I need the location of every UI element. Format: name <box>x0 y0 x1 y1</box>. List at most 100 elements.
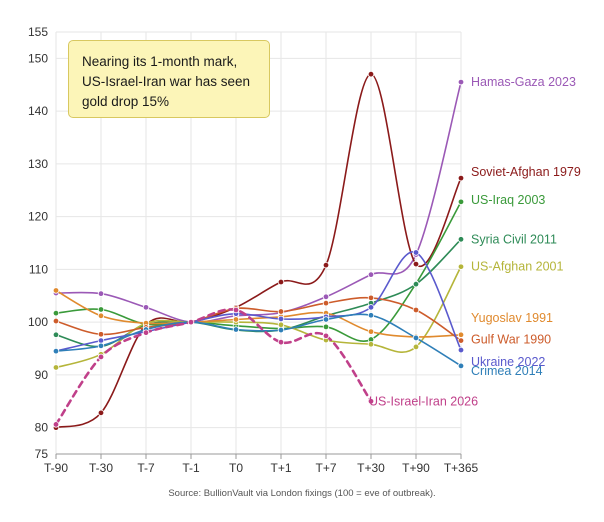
y-tick-label: 110 <box>29 262 48 276</box>
data-point <box>412 249 420 256</box>
series-us-iraq-2003 <box>52 198 465 343</box>
annotation-line-1: Nearing its 1-month mark, <box>82 54 238 69</box>
data-point <box>277 315 285 323</box>
data-point <box>367 341 375 348</box>
data-point <box>277 338 285 346</box>
data-point <box>367 271 375 278</box>
data-point <box>97 290 105 297</box>
data-point <box>457 331 465 338</box>
data-point <box>97 353 105 361</box>
series-label-gulf-war-1990: Gulf War 1990 <box>471 333 551 347</box>
x-tick-label: T+1 <box>270 461 291 475</box>
data-point <box>232 326 240 333</box>
data-point <box>367 304 375 311</box>
series-us-afghan-2001 <box>52 263 465 371</box>
x-tick-label: T-1 <box>182 461 200 475</box>
data-point <box>52 309 60 317</box>
series-label-us-iraq-2003: US-Iraq 2003 <box>471 193 545 207</box>
data-point <box>142 329 150 336</box>
data-point <box>277 326 285 334</box>
series-label-syria-civil-2011: Syria Civil 2011 <box>471 232 557 246</box>
annotation-line-2: US-Israel-Iran war has seen <box>82 74 251 89</box>
data-point <box>457 346 465 354</box>
data-point <box>187 318 195 326</box>
data-point <box>232 306 240 314</box>
x-tick-label: T+365 <box>444 461 479 475</box>
data-point <box>457 78 465 86</box>
data-point <box>457 263 465 270</box>
chart-series-labels: Hamas-Gaza 2023 Soviet-Afghan 1979 US-Iraq… <box>369 75 581 408</box>
data-point <box>97 306 105 313</box>
y-tick-label: 75 <box>35 447 49 461</box>
data-point <box>457 174 465 182</box>
data-point <box>52 364 60 371</box>
data-point <box>277 321 285 328</box>
chart-axes: 75 80 90 100 110 120 130 140 150 155 T-90 T-30 T-7 T-… <box>28 25 479 475</box>
x-tick-label: T0 <box>229 461 243 475</box>
data-point <box>322 293 330 301</box>
data-point <box>52 347 60 355</box>
data-point <box>97 312 105 319</box>
data-point <box>322 299 330 307</box>
series-crimea-2014 <box>52 312 465 370</box>
x-tick-label: T-7 <box>137 461 155 475</box>
data-point <box>457 362 465 370</box>
data-point <box>457 337 465 344</box>
annotation-line-3: gold drop 15% <box>82 94 170 109</box>
data-point <box>367 328 375 335</box>
y-tick-label: 120 <box>28 210 48 224</box>
data-point <box>322 323 330 331</box>
data-point <box>367 70 375 78</box>
series-gulf-war-1990 <box>52 294 465 344</box>
chart-series <box>52 70 465 431</box>
x-tick-label: T+7 <box>315 461 336 475</box>
series-line <box>55 289 462 338</box>
data-point <box>97 409 105 417</box>
series-label-ukraine-2022: Ukraine 2022 <box>471 355 545 369</box>
y-tick-label: 155 <box>28 25 48 39</box>
data-point <box>232 316 240 323</box>
data-point <box>367 312 375 319</box>
annotation-box: Nearing its 1-month mark, US-Israel-Iran… <box>68 40 270 118</box>
y-tick-label: 80 <box>35 421 49 435</box>
series-label-soviet-afghan-1979: Soviet-Afghan 1979 <box>471 165 581 179</box>
y-tick-label: 100 <box>28 315 48 329</box>
series-soviet-afghan-1979 <box>52 70 465 431</box>
y-tick-label: 140 <box>28 104 48 118</box>
series-us-israel-iran-2026 <box>52 306 375 428</box>
data-point <box>322 261 330 269</box>
series-line <box>55 73 462 429</box>
data-point <box>97 331 105 338</box>
data-point <box>142 304 150 311</box>
data-point <box>412 306 420 314</box>
series-label-us-afghan-2001: US-Afghan 2001 <box>471 260 563 274</box>
series-label-yugoslav-1991: Yugoslav 1991 <box>471 311 553 325</box>
data-point <box>412 343 420 351</box>
series-label-hamas-gaza-2023: Hamas-Gaza 2023 <box>471 75 576 89</box>
data-point <box>52 421 60 428</box>
data-point <box>412 280 420 288</box>
data-point <box>322 332 330 340</box>
data-point <box>97 342 105 350</box>
data-point <box>277 308 285 315</box>
y-tick-label: 130 <box>28 157 48 171</box>
data-point <box>367 398 375 405</box>
data-point <box>52 287 60 294</box>
y-tick-label: 150 <box>28 51 48 65</box>
data-point <box>457 198 465 206</box>
series-line <box>55 265 462 369</box>
data-point <box>412 260 420 268</box>
data-point <box>52 317 60 325</box>
series-label-crimea-2014: Crimea 2014 <box>471 364 543 378</box>
data-point <box>457 236 465 243</box>
series-line <box>55 201 462 342</box>
series-ukraine-2022 <box>52 249 465 355</box>
data-point <box>412 334 420 342</box>
x-tick-label: T-90 <box>44 461 68 475</box>
series-label-us-israel-iran-2026: US-Israel-Iran 2026 <box>369 394 478 408</box>
x-tick-label: T+30 <box>357 461 385 475</box>
x-tick-label: T-30 <box>89 461 113 475</box>
source-note: Source: BullionVault via London fixings … <box>168 488 436 499</box>
x-tick-label: T+90 <box>402 461 430 475</box>
series-line <box>55 296 462 342</box>
